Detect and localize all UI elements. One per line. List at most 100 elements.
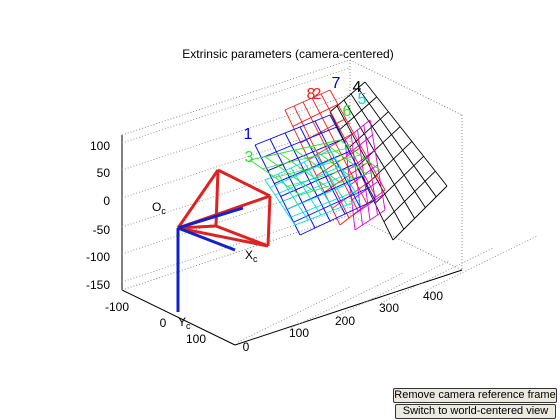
grid-line [262,147,351,170]
grid-label: 2 [313,86,322,103]
grid-label: 5 [358,91,367,108]
grid-line [267,138,344,172]
y-tick-label: 200 [335,314,355,328]
grid-line [293,105,350,219]
z-tick-label: 0 [103,194,110,208]
z-tick-label: 100 [90,139,110,153]
calibration-grid [329,81,448,241]
label-main: Y [178,315,186,329]
grid-line [424,235,538,292]
grid-line [329,114,376,201]
grid-line [347,111,389,149]
grid-line [351,179,381,201]
camera-edge [177,224,217,230]
label-sub: c [253,254,258,264]
x-tick-label: 100 [186,332,206,346]
calibration-grid [254,114,376,236]
z-tick-label: -100 [86,250,110,264]
grid-line [269,157,336,188]
camera-label: Yc [178,315,191,331]
camera-edge [176,169,220,229]
grid-line [302,101,359,212]
grid-line [280,163,356,197]
grid-line [289,191,356,218]
x-tick-label: -100 [105,300,129,314]
grid-label: 1 [244,126,253,143]
grid-line [356,126,401,168]
grid-label: 8 [307,86,316,103]
grid-line [121,94,351,171]
grid-line [308,132,354,160]
calibration-grid [249,139,381,196]
z-tick-label: -50 [93,223,111,237]
grid-line [299,169,381,196]
grid-line [344,119,371,141]
axes-box [121,59,463,346]
grid-line [324,161,370,193]
grid-line [374,155,424,204]
grid-line [329,89,386,191]
grid-label: 7 [332,75,341,92]
grid-line [261,126,337,159]
grid-line [346,134,373,156]
grid-line [121,178,351,255]
world-view-button[interactable]: Switch to world-centered view [395,404,556,419]
grid-line [343,99,415,219]
grid-line [350,93,426,208]
grid-line [254,114,331,146]
calibration-grid [264,149,361,226]
grid-line [284,132,331,222]
grid-line [249,139,341,161]
grid-line [299,126,346,215]
camera [176,168,272,312]
grid-label: 4 [353,79,362,96]
camera-edge [217,168,271,198]
grid-line [121,122,351,199]
grid-line [348,149,376,171]
camera-label: Xc [245,248,258,264]
grid-line [357,87,437,198]
grid-line [353,194,383,216]
grid-line [329,81,366,113]
grid-line [284,182,351,211]
grid-line [354,209,386,231]
label-sub: c [161,206,166,216]
grid-line [320,93,377,198]
grid-line [121,206,351,283]
grid-line [274,166,341,196]
camera-axis [177,226,236,252]
grid-line [364,81,448,187]
camera-edge [266,195,272,247]
z-tick-label: -150 [86,278,110,292]
grid-line [121,67,351,144]
label-main: X [245,248,253,262]
camera-label: Oc [152,200,166,216]
y-tick-label: 100 [289,326,309,340]
remove-frame-button[interactable]: Remove camera reference frame [393,388,557,403]
label-main: O [152,200,161,214]
grid-line [392,185,448,241]
title: Extrinsic parameters (camera-centered) [182,47,393,61]
grid-line [121,151,351,228]
camera-axis [177,206,244,230]
label-sub: c [186,321,191,331]
y-tick-label: 0 [243,340,250,354]
grid-line [254,144,301,236]
grid-label: 3 [245,149,254,166]
grid-line [339,189,386,226]
grid-line [292,103,339,127]
y-tick-label: 300 [379,301,399,315]
grid-line [269,138,316,229]
y-tick-label: 400 [423,289,443,303]
grid-line [294,199,361,226]
camera-edge [177,226,269,248]
x-tick-label: 0 [160,316,167,330]
grid-line [338,96,378,131]
grid-line [279,174,346,203]
z-tick-label: 50 [97,166,111,180]
grid-line [299,199,376,236]
grid-line [284,89,331,111]
camera-edge [215,224,269,248]
